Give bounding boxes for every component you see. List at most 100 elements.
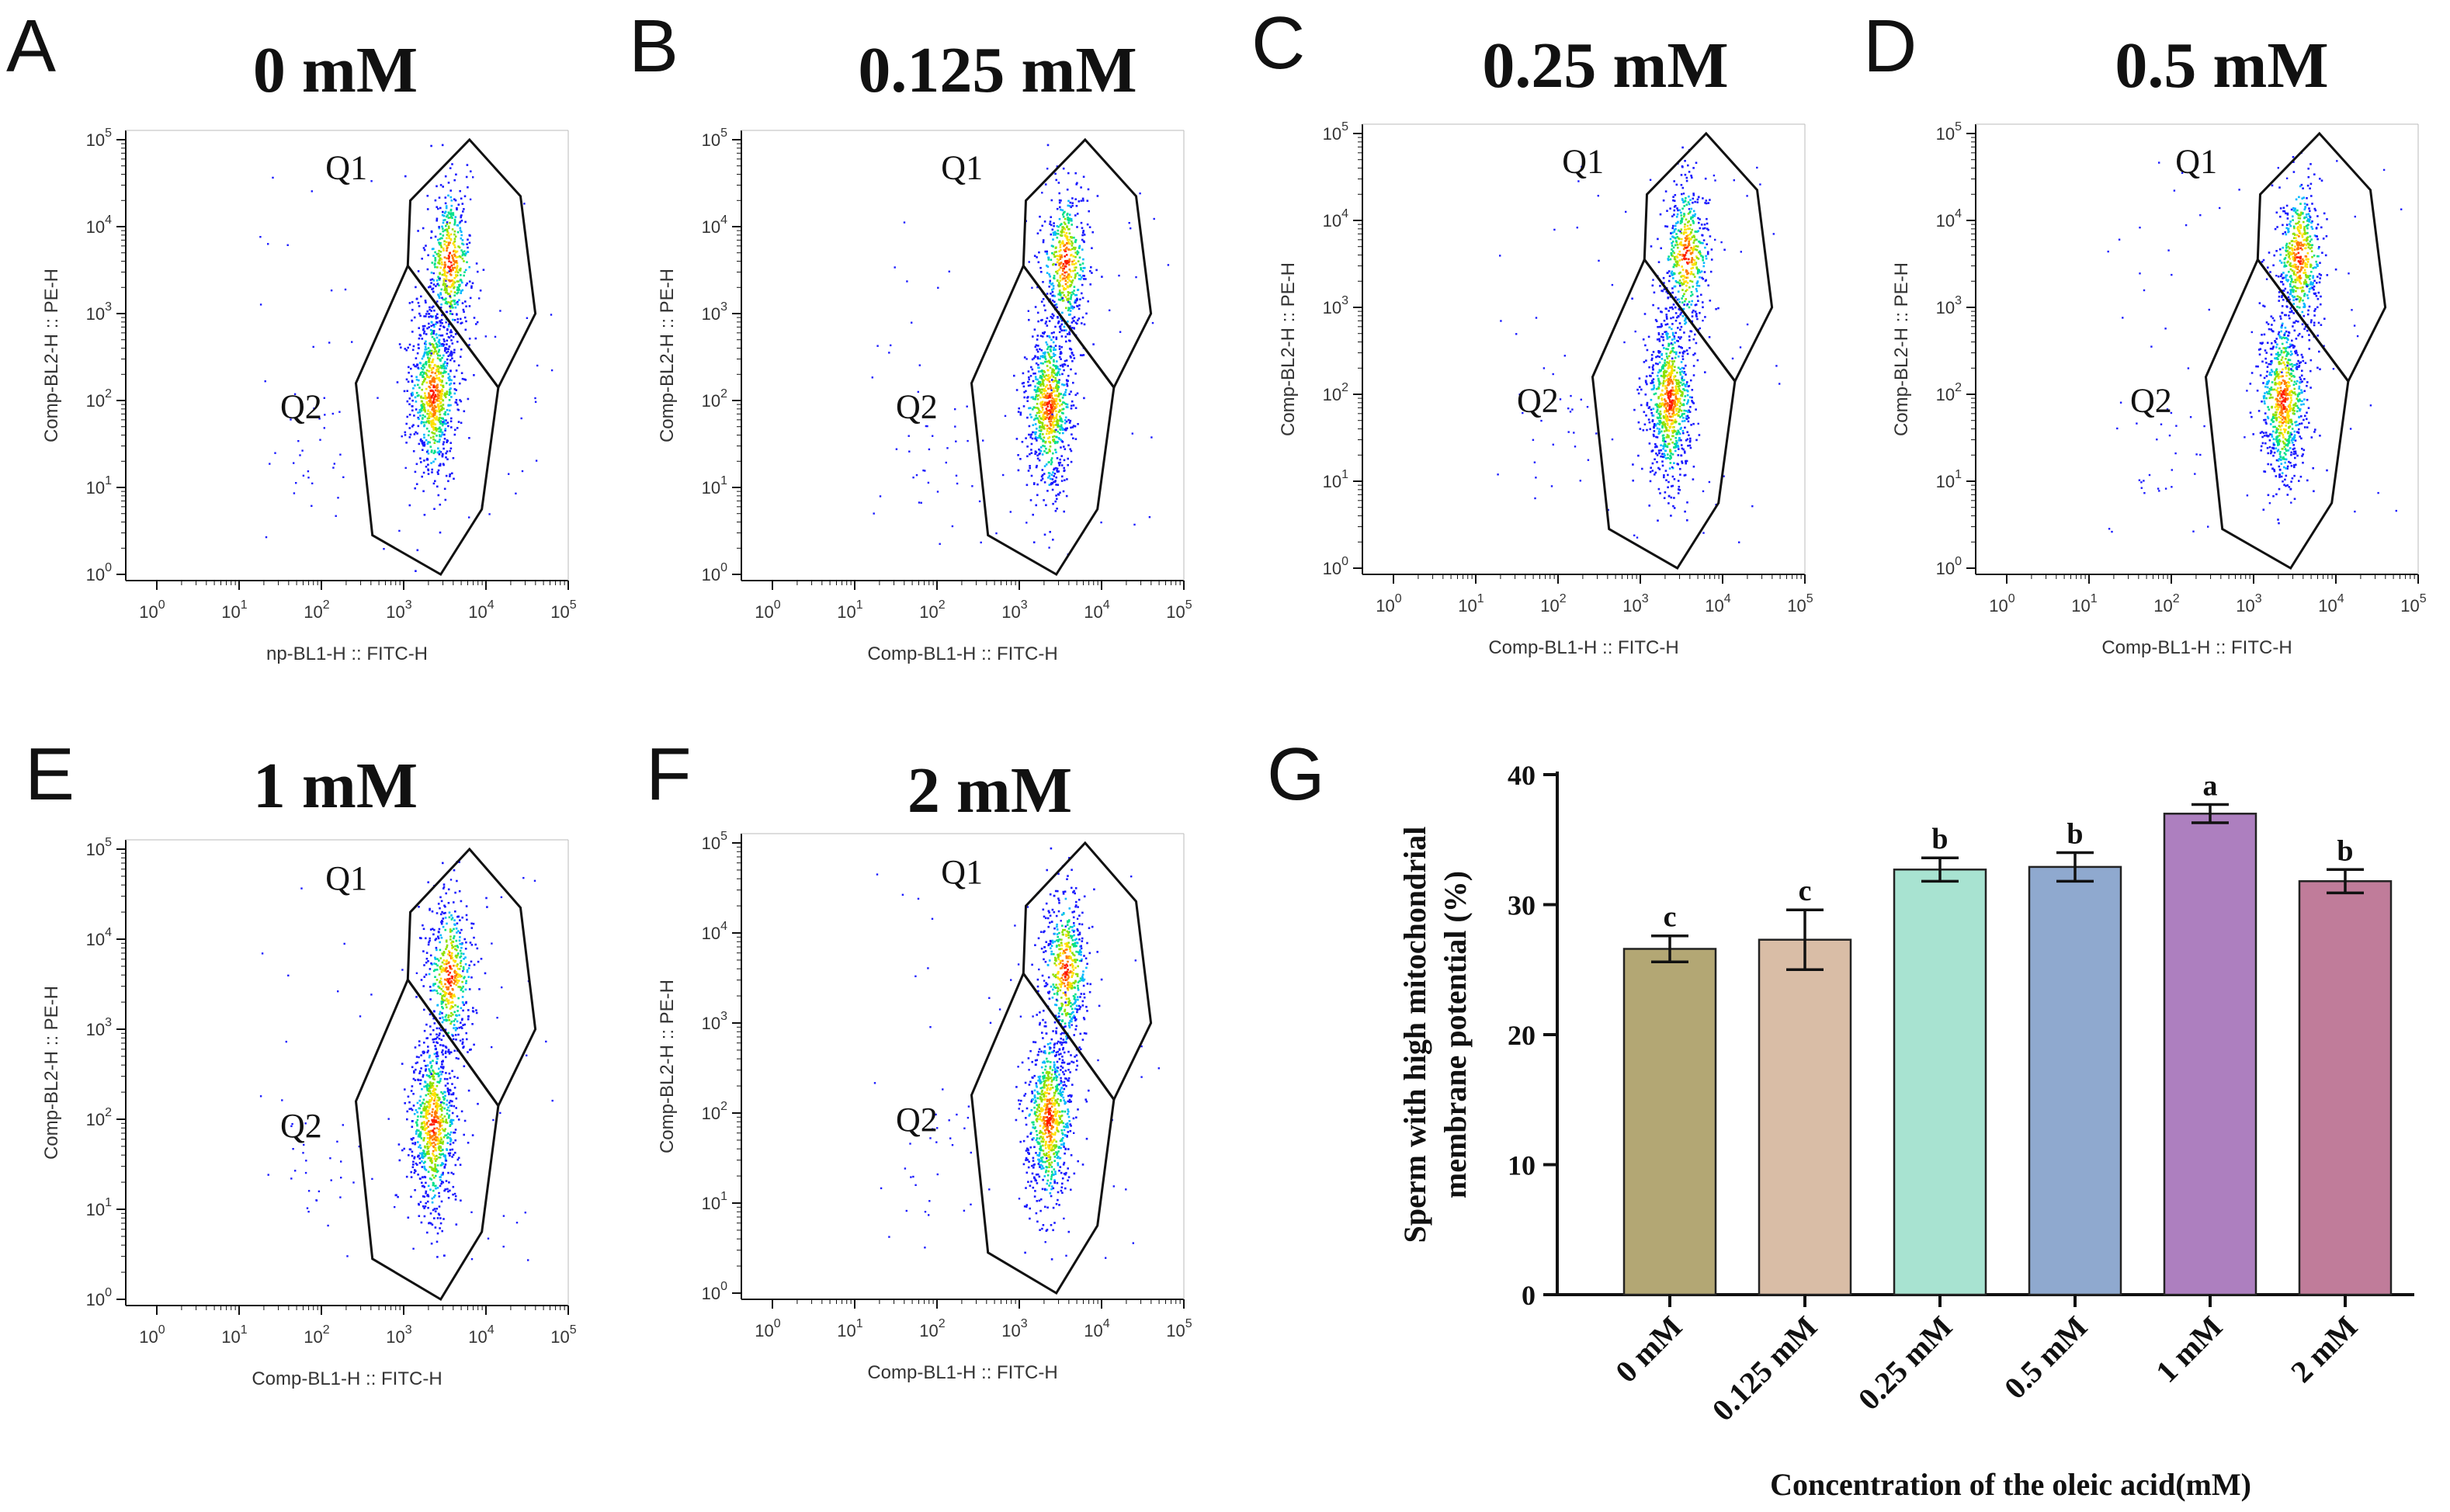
x-tick-label: 105 bbox=[1787, 592, 1813, 616]
flow-panel-c: C 0.25 mM 100 100 101 101 102 102 103 103 104 104 10… bbox=[1251, 2, 1813, 658]
y-tick-label: 103 bbox=[86, 1016, 112, 1039]
panel-title: 2 mM bbox=[907, 754, 1072, 827]
y-tick-label: 102 bbox=[1936, 381, 1962, 404]
y-tick-label: 104 bbox=[702, 920, 727, 943]
x-axis-label: Comp-BL1-H :: FITC-H bbox=[1488, 637, 1678, 658]
gate-label-q1: Q1 bbox=[2175, 142, 2217, 180]
gate-label-q1: Q1 bbox=[941, 853, 983, 891]
x-tick-label: 102 bbox=[304, 1323, 329, 1347]
scatter-dots bbox=[873, 847, 1160, 1261]
x-tick-label: 104 bbox=[1084, 598, 1109, 622]
bar-y-axis-label-line2: membrane potential (%) bbox=[1438, 871, 1473, 1198]
gate-label-q1: Q1 bbox=[941, 148, 983, 186]
x-tick-label: 105 bbox=[2400, 592, 2426, 616]
flow-panel-a: A 0 mM 100 100 101 101 102 102 103 103 104 104 105 10… bbox=[6, 5, 577, 664]
x-tick-label: 103 bbox=[2236, 592, 2261, 616]
x-tick-label: 104 bbox=[468, 598, 494, 622]
y-tick-label: 102 bbox=[86, 1106, 112, 1129]
bar-y-tick-label: 10 bbox=[1508, 1150, 1536, 1181]
gate-q2 bbox=[354, 977, 500, 1302]
bar-1mM bbox=[2163, 813, 2257, 1296]
scatter-dots bbox=[259, 144, 554, 572]
bar-y-tick-label: 30 bbox=[1508, 890, 1536, 921]
bar-category-label: 0.5 mM bbox=[1997, 1309, 2094, 1406]
y-axis-label: Comp-BL2-H :: PE-H bbox=[41, 986, 62, 1160]
y-tick-label: 103 bbox=[86, 300, 112, 324]
y-tick-label: 100 bbox=[86, 1286, 112, 1309]
y-tick-label: 101 bbox=[702, 474, 727, 498]
bar-2mM bbox=[2298, 880, 2393, 1296]
x-tick-label: 100 bbox=[755, 1317, 780, 1340]
bar-category-label: 0.125 mM bbox=[1706, 1309, 1824, 1428]
gate-label-q2: Q2 bbox=[2130, 381, 2172, 419]
panel-label: F bbox=[646, 733, 692, 816]
x-tick-label: 102 bbox=[304, 598, 329, 622]
y-tick-label: 104 bbox=[86, 926, 112, 949]
panel-label: G bbox=[1267, 733, 1325, 816]
flow-panel-b: B 0.125 mM 100 100 101 101 102 102 103 103 104 104 1… bbox=[629, 5, 1192, 664]
gate-label-q1: Q1 bbox=[325, 148, 367, 186]
x-tick-label: 104 bbox=[468, 1323, 494, 1347]
gate-label-q2: Q2 bbox=[280, 387, 322, 425]
flow-panel-f: F 2 mM 100 100 101 101 102 102 103 103 104 104 105 10… bbox=[646, 733, 1192, 1383]
y-tick-label: 100 bbox=[702, 1280, 727, 1303]
significance-letter: c bbox=[1664, 901, 1677, 934]
x-tick-label: 101 bbox=[837, 598, 862, 622]
x-tick-label: 101 bbox=[221, 598, 247, 622]
gate-label-q1: Q1 bbox=[1562, 142, 1604, 180]
x-tick-label: 102 bbox=[2153, 592, 2179, 616]
gate-q2 bbox=[970, 263, 1116, 577]
y-tick-label: 100 bbox=[1936, 555, 1962, 578]
flow-panel-e: E 1 mM 100 100 101 101 102 102 103 103 104 104 105 10… bbox=[25, 733, 577, 1389]
y-tick-label: 104 bbox=[1323, 207, 1348, 231]
x-axis-label: Comp-BL1-H :: FITC-H bbox=[867, 643, 1057, 664]
y-axis-label: Comp-BL2-H :: PE-H bbox=[1891, 262, 1912, 436]
x-axis-label: np-BL1-H :: FITC-H bbox=[266, 643, 428, 664]
x-tick-label: 100 bbox=[755, 598, 780, 622]
y-tick-label: 103 bbox=[1323, 294, 1348, 317]
panel-label: A bbox=[6, 5, 56, 88]
significance-letter: b bbox=[1931, 823, 1948, 855]
panel-title: 1 mM bbox=[253, 750, 418, 822]
panel-title: 0.5 mM bbox=[2115, 29, 2328, 102]
x-tick-label: 100 bbox=[1376, 592, 1401, 616]
y-tick-label: 104 bbox=[702, 213, 727, 237]
bar-category-label: 0 mM bbox=[1608, 1309, 1688, 1389]
y-tick-label: 102 bbox=[86, 387, 112, 411]
x-tick-label: 101 bbox=[2071, 592, 2097, 616]
y-tick-label: 101 bbox=[1323, 468, 1348, 491]
y-axis-label: Comp-BL2-H :: PE-H bbox=[657, 269, 678, 442]
bar-0-25mM bbox=[1893, 869, 1987, 1296]
x-tick-label: 104 bbox=[2318, 592, 2344, 616]
panel-label: D bbox=[1863, 5, 1917, 88]
y-tick-label: 101 bbox=[86, 474, 112, 498]
scatter-dots bbox=[2107, 151, 2403, 533]
x-tick-label: 102 bbox=[1540, 592, 1566, 616]
scatter-dots bbox=[259, 861, 554, 1264]
gate-q2 bbox=[354, 263, 500, 577]
panel-title: 0.25 mM bbox=[1482, 29, 1728, 102]
x-tick-label: 104 bbox=[1705, 592, 1730, 616]
flow-panel-d: D 0.5 mM 100 100 101 101 102 102 103 103 104 104 105… bbox=[1863, 5, 2427, 658]
gate-label-q2: Q2 bbox=[1517, 381, 1559, 419]
x-tick-label: 102 bbox=[919, 598, 945, 622]
x-tick-label: 101 bbox=[221, 1323, 247, 1347]
bar-category-label: 1 mM bbox=[2149, 1309, 2229, 1389]
gate-label-q2: Q2 bbox=[280, 1107, 322, 1145]
bar-category-label: 0.25 mM bbox=[1851, 1309, 1959, 1417]
significance-letter: a bbox=[2203, 770, 2218, 803]
bar-0-5mM bbox=[2028, 865, 2122, 1296]
bar-category-label: 2 mM bbox=[2284, 1309, 2364, 1389]
y-tick-label: 103 bbox=[1936, 294, 1962, 317]
bar-0mM bbox=[1622, 948, 1717, 1296]
panel-label: B bbox=[629, 5, 678, 88]
x-axis-label: Comp-BL1-H :: FITC-H bbox=[2101, 637, 2292, 658]
x-tick-label: 103 bbox=[1622, 592, 1648, 616]
y-tick-label: 104 bbox=[86, 213, 112, 237]
y-tick-label: 105 bbox=[1323, 120, 1348, 144]
y-tick-label: 102 bbox=[1323, 381, 1348, 404]
x-tick-label: 100 bbox=[1989, 592, 2014, 616]
scatter-dots bbox=[871, 144, 1170, 556]
panel-label: C bbox=[1251, 2, 1305, 85]
